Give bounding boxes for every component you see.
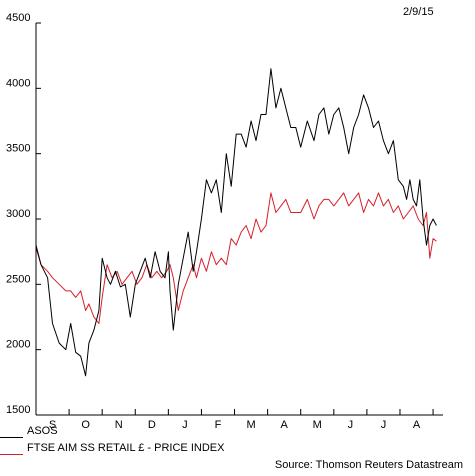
x-tick-label: F xyxy=(215,419,222,431)
x-tick-label: M xyxy=(246,419,255,431)
y-tick-label: 3500 xyxy=(6,143,30,155)
x-tick-label: D xyxy=(148,419,156,431)
x-tick-label: J xyxy=(182,419,188,431)
y-tick-label: 4000 xyxy=(6,77,30,89)
x-tick-label: S xyxy=(49,419,56,431)
legend-label-ftse: FTSE AIM SS RETAIL £ - PRICE INDEX xyxy=(27,442,225,454)
y-tick-label: 4500 xyxy=(6,12,30,24)
y-tick-label: 2000 xyxy=(6,339,30,351)
x-tick-label: N xyxy=(115,419,123,431)
y-tick-label: 2500 xyxy=(6,273,30,285)
x-tick-label: J xyxy=(348,419,354,431)
x-tick-label: O xyxy=(81,419,90,431)
legend-swatch-asos xyxy=(0,437,23,438)
legend-label-asos: ASOS xyxy=(27,425,58,437)
legend-swatch-ftse xyxy=(0,454,23,455)
y-tick-label: 3000 xyxy=(6,208,30,220)
x-tick-label: A xyxy=(280,419,288,431)
x-tick-label: M xyxy=(313,419,322,431)
series-line-ftse xyxy=(35,192,437,324)
source-label: Source: Thomson Reuters Datastream xyxy=(274,459,463,471)
x-tick-label: J xyxy=(381,419,387,431)
y-tick-label: 1500 xyxy=(6,404,30,416)
series-line-asos xyxy=(35,68,437,377)
x-tick-label: A xyxy=(413,419,421,431)
date-label: 2/9/15 xyxy=(403,6,434,18)
